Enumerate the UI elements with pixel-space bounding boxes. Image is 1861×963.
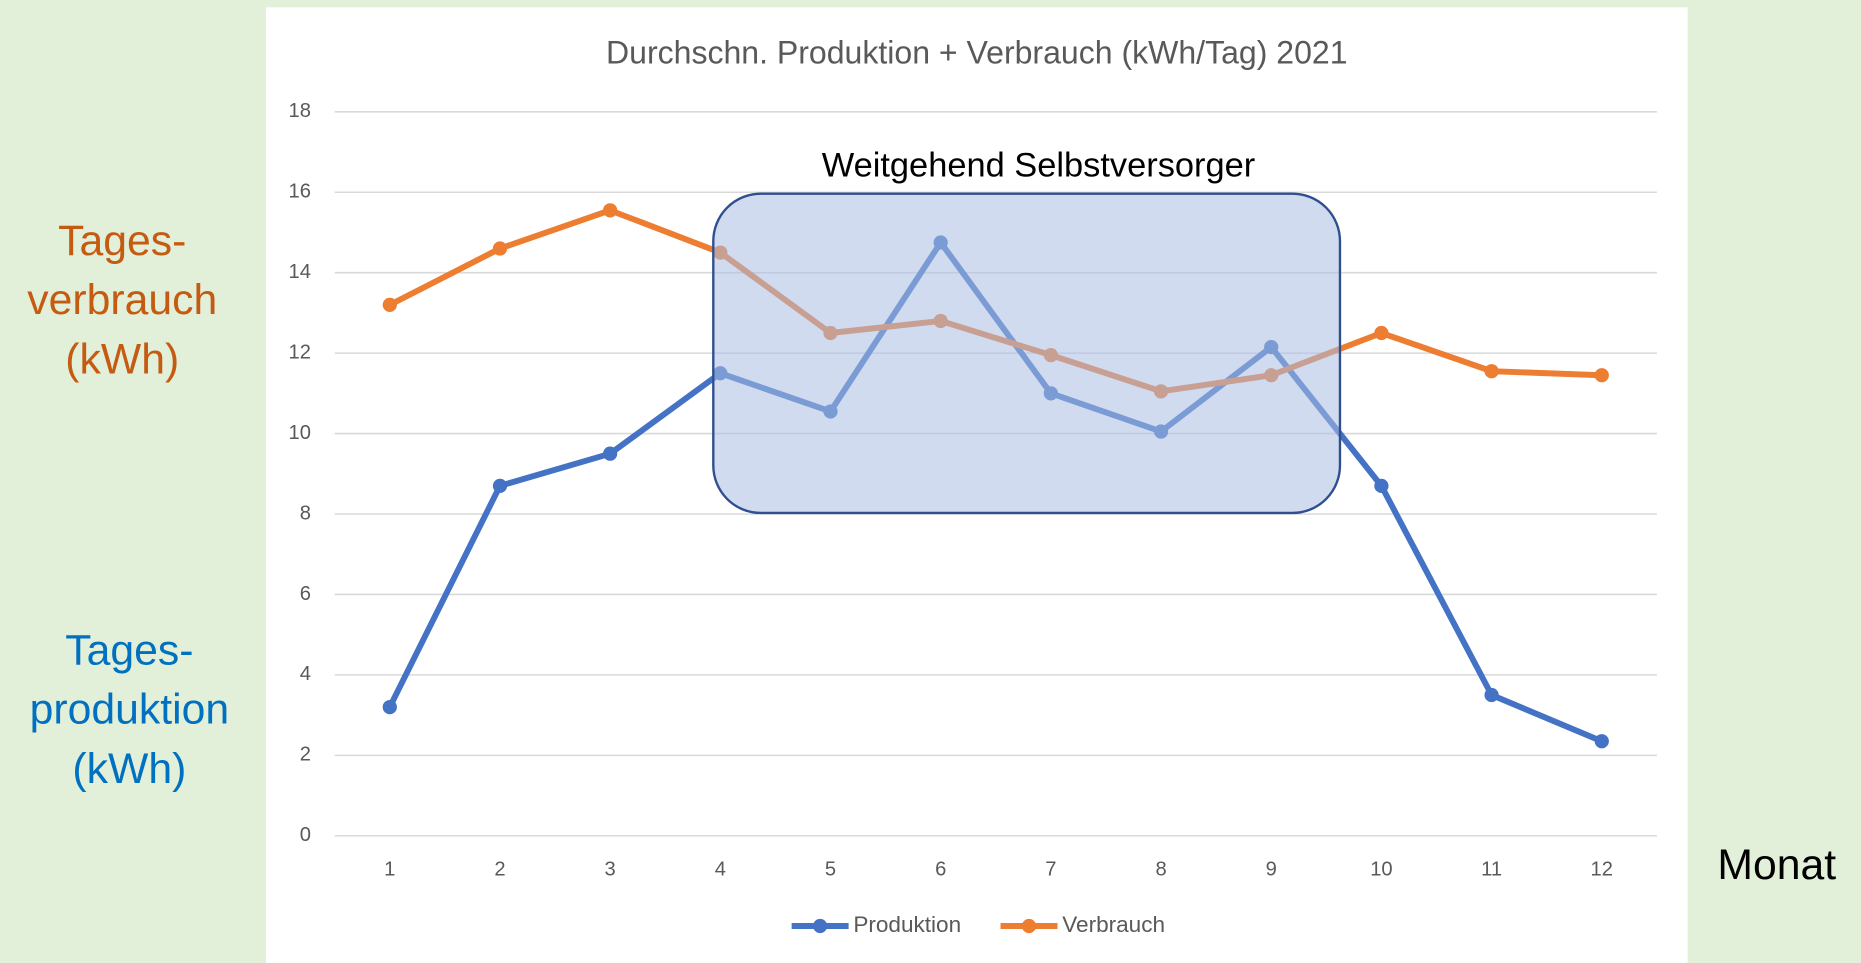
x-tick-label: 1 [384, 859, 395, 881]
chart-title: Durchschn. Produktion + Verbrauch (kWh/T… [606, 34, 1348, 70]
side-label: produktion [30, 686, 230, 734]
legend-marker [813, 918, 828, 934]
data-point [603, 446, 618, 461]
y-tick-label: 18 [289, 100, 311, 122]
highlight-box [712, 192, 1342, 515]
x-tick-label: 2 [494, 859, 505, 881]
x-tick-label: 10 [1370, 859, 1392, 881]
side-label: Tages- [65, 626, 193, 674]
legend-label: Verbrauch [1062, 912, 1165, 937]
x-tick-label: 6 [935, 859, 946, 881]
side-label: verbrauch [27, 276, 217, 324]
data-point [492, 241, 508, 256]
x-tick-label: 5 [825, 859, 836, 881]
x-tick-label: 3 [605, 859, 616, 881]
y-tick-label: 0 [300, 824, 311, 846]
data-point [1594, 734, 1609, 749]
side-labels: Tages-verbrauch (kWh) Tages-produktion (kWh… [27, 217, 229, 793]
side-label: Tages- [58, 217, 186, 265]
data-point [603, 203, 618, 218]
y-tick-label: 2 [300, 744, 311, 766]
data-point [492, 478, 508, 493]
y-tick-label: 4 [300, 663, 311, 685]
data-point [382, 297, 397, 312]
y-tick-label: 8 [300, 502, 311, 524]
x-tick-label: 9 [1266, 859, 1277, 881]
x-tick-label: 4 [715, 859, 726, 881]
y-tick-label: 10 [289, 422, 311, 444]
x-axis-label: Monat [1717, 841, 1836, 889]
y-tick-label: 14 [289, 261, 311, 283]
side-label: (kWh) [65, 336, 179, 384]
x-tick-label: 8 [1155, 859, 1166, 881]
data-point [382, 699, 397, 715]
x-tick-label: 11 [1481, 859, 1502, 881]
legend-label: Produktion [853, 912, 961, 937]
side-label: (kWh) [72, 745, 186, 793]
x-tick-label: 7 [1045, 859, 1056, 881]
y-tick-label: 16 [289, 181, 311, 203]
data-point [1374, 325, 1389, 341]
data-point [1484, 364, 1499, 379]
y-tick-label: 6 [300, 583, 311, 605]
data-point [1484, 687, 1499, 703]
legend: Produktion Verbrauch [791, 912, 1165, 937]
x-tick-label: 12 [1591, 859, 1613, 881]
annotation: Weitgehend Selbstversorger [822, 147, 1256, 185]
y-tick-label: 12 [289, 341, 311, 363]
data-point [1594, 368, 1609, 383]
legend-marker [1021, 918, 1037, 934]
data-point [1374, 478, 1389, 493]
